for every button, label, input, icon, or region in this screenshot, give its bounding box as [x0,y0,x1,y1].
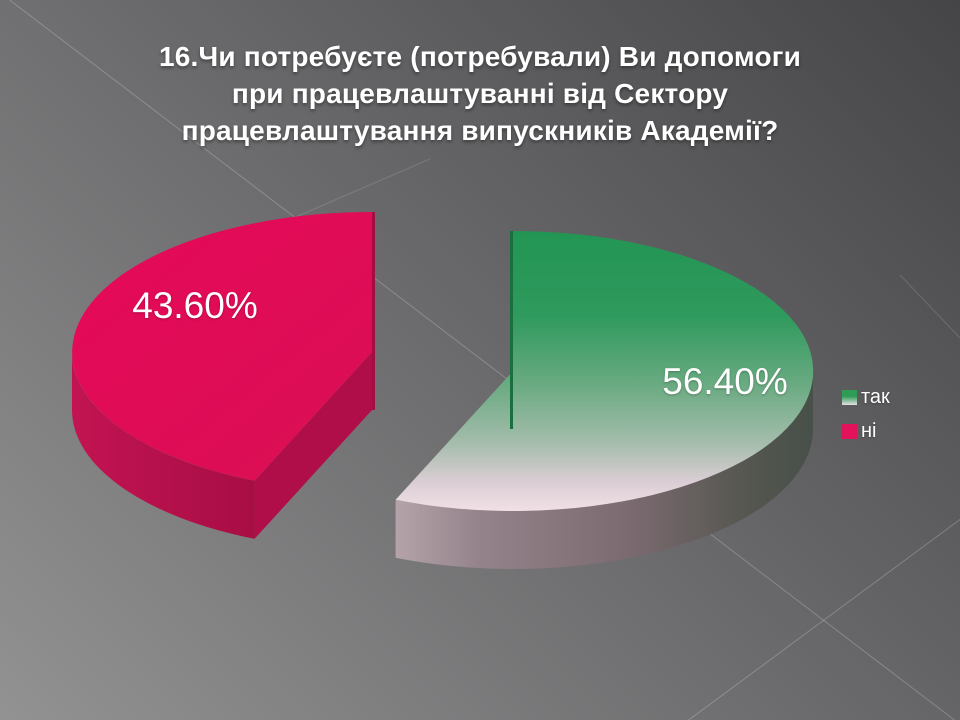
pie-slice-ni-rim[interactable] [72,352,255,539]
chart-legend: так ні [842,387,890,455]
data-label-ni: 43.60% [132,285,258,326]
slide-title-line-3: працевлаштування випускників Академії? [181,115,779,146]
pie-slice-ni[interactable] [72,212,372,481]
pie-slice-ni-cut-face[interactable] [254,352,372,539]
pie-slice-tak[interactable] [395,230,814,511]
accent-line [8,0,956,720]
legend-marker-tak-icon [842,390,857,405]
legend-item-tak[interactable]: так [842,387,890,408]
accent-line [899,274,960,339]
legend-item-ni[interactable]: ні [842,421,890,442]
slide-title-line-2: при працевлаштуванні від Сектору [231,78,729,109]
accent-line [687,518,960,720]
slide-title: 16.Чи потребуєте (потребували) Ви допомо… [0,38,960,149]
legend-marker-ni-icon [842,424,857,439]
legend-label-ni: ні [861,420,877,442]
legend-label-tak: так [861,386,890,408]
data-label-tak: 56.40% [662,361,788,402]
pie-slice-tak-rim[interactable] [395,371,813,569]
slide-title-line-1: 16.Чи потребуєте (потребували) Ви допомо… [158,41,802,72]
